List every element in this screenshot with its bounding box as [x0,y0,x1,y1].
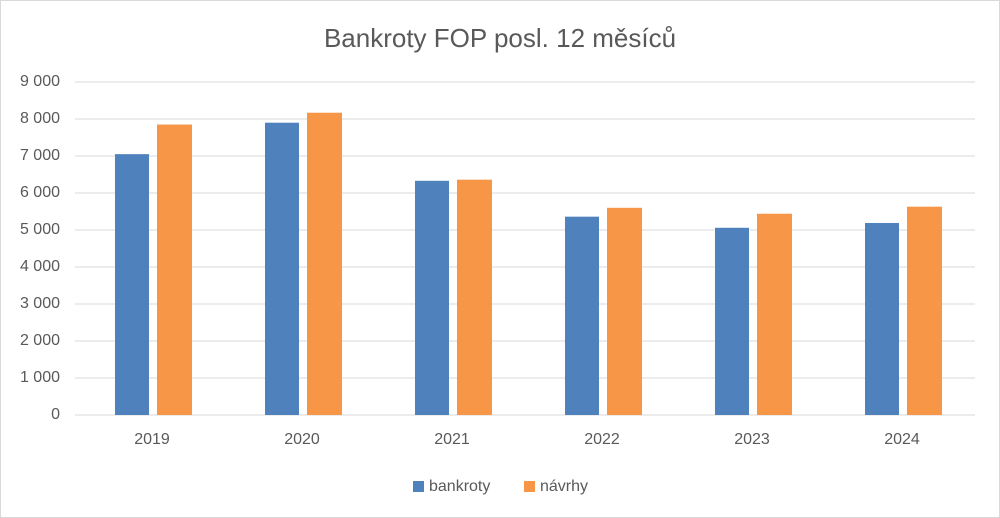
y-tick-label: 3 000 [20,295,60,312]
y-tick-label: 1 000 [20,369,60,386]
bar [865,222,899,415]
legend-label: návrhy [540,478,588,495]
legend-swatch [524,481,535,492]
y-tick-label: 4 000 [20,258,60,275]
bar [307,112,342,416]
x-tick-label: 2021 [434,431,470,448]
x-tick-label: 2020 [284,431,320,448]
bar [457,179,492,415]
bar [415,180,449,415]
y-tick-label: 9 000 [20,73,60,90]
bar [115,154,149,415]
chart-title: Bankroty FOP posl. 12 měsíců [324,23,676,53]
legend-swatch [413,481,424,492]
x-tick-label: 2023 [734,431,770,448]
y-tick-label: 5 000 [20,221,60,238]
y-tick-label: 6 000 [20,184,60,201]
y-tick-label: 8 000 [20,110,60,127]
y-tick-label: 7 000 [20,147,60,164]
bar [265,122,299,415]
y-tick-label: 0 [51,406,60,423]
bar [565,216,599,415]
x-tick-label: 2022 [584,431,620,448]
bar [715,227,749,415]
x-tick-label: 2019 [134,431,170,448]
x-tick-label: 2024 [884,431,920,448]
bar [157,124,192,416]
bar [607,207,642,415]
bar [907,206,942,415]
bar [757,213,792,415]
y-tick-label: 2 000 [20,332,60,349]
legend-label: bankroty [429,478,490,495]
